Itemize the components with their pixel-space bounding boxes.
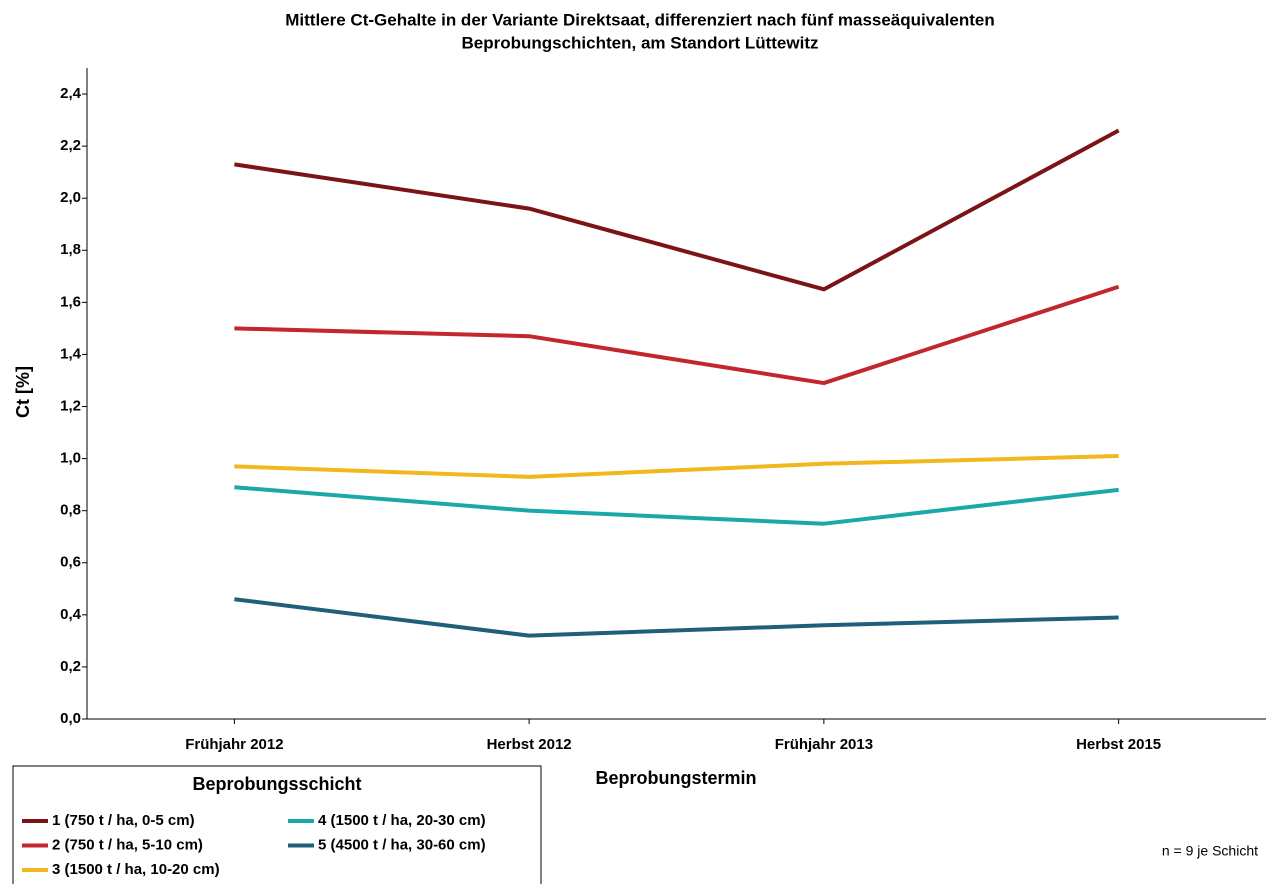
legend-label: 1 (750 t / ha, 0-5 cm) [52,812,195,829]
y-tick-label: 2,2 [60,137,81,154]
y-tick-label: 1,0 [60,450,81,467]
y-tick-label: 1,6 [60,293,81,310]
y-axis-label: Ct [%] [13,366,33,418]
y-tick-label: 1,8 [60,241,81,258]
y-tick-label: 2,4 [60,85,82,102]
y-tick-label: 0,0 [60,710,81,727]
series-line [234,284,1120,386]
annotation: n = 9 je Schicht [1162,843,1258,859]
series-line [234,453,1119,479]
x-tick-label: Frühjahr 2013 [775,736,873,753]
y-tick-label: 0,4 [60,606,82,623]
y-tick-label: 2,0 [60,189,81,206]
series-line [234,597,1119,638]
series-line [234,128,1120,292]
legend-label: 2 (750 t / ha, 5-10 cm) [52,836,203,853]
x-tick-label: Frühjahr 2012 [185,736,283,753]
y-tick-label: 1,2 [60,397,81,414]
y-tick-label: 0,2 [60,658,81,675]
legend-label: 4 (1500 t / ha, 20-30 cm) [318,812,486,829]
series-line [234,485,1119,526]
x-tick-label: Herbst 2012 [487,736,572,753]
y-tick-label: 0,6 [60,554,81,571]
legend-label: 5 (4500 t / ha, 30-60 cm) [318,836,486,853]
legend-box [12,765,542,884]
x-axis-label: Beprobungstermin [595,768,756,788]
legend-title: Beprobungsschicht [192,774,361,794]
y-tick-label: 1,4 [60,345,82,362]
y-tick-label: 0,8 [60,502,81,519]
legend-label: 3 (1500 t / ha, 10-20 cm) [52,861,220,878]
chart-title: Mittlere Ct-Gehalte in der Variante Dire… [285,10,994,29]
x-tick-label: Herbst 2015 [1076,736,1161,753]
chart-title: Beprobungschichten, am Standort Lüttewit… [461,33,818,52]
